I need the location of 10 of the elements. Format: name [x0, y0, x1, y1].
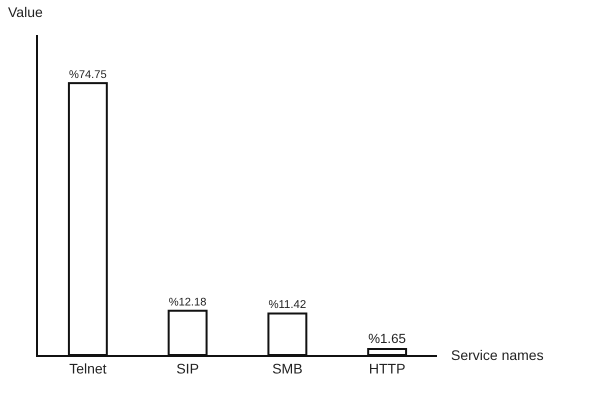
- x-tick-label: HTTP: [368, 360, 406, 377]
- x-tick-label: SIP: [176, 360, 199, 377]
- data-label: %12.18: [168, 296, 206, 308]
- x-tick-label: SMB: [272, 360, 303, 377]
- y-axis-title: Value: [8, 4, 43, 20]
- data-label: %1.65: [368, 331, 406, 346]
- data-label: %74.75: [68, 68, 107, 81]
- x-tick-label: Telnet: [69, 360, 107, 377]
- x-axis-title: Service names: [451, 347, 544, 363]
- data-label: %11.42: [268, 299, 306, 312]
